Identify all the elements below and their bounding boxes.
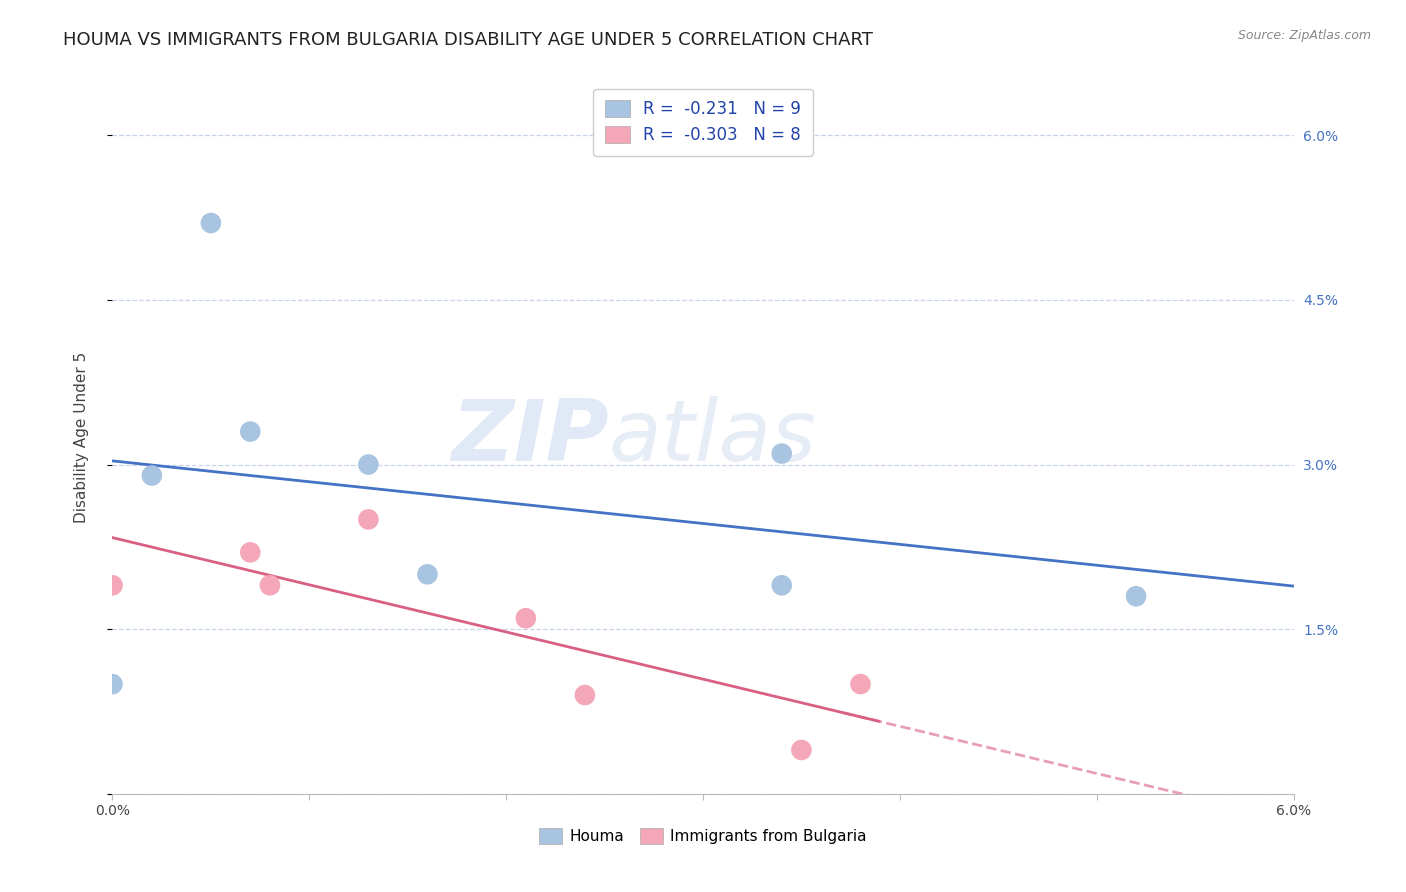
Point [770, 578, 793, 592]
Point [101, 578, 124, 592]
Point [574, 688, 596, 702]
Point [101, 677, 124, 691]
Point [239, 545, 262, 559]
Point [259, 578, 281, 592]
Text: atlas: atlas [609, 395, 817, 479]
Text: ZIP: ZIP [451, 395, 609, 479]
Point [141, 468, 163, 483]
Point [357, 458, 380, 472]
Point [1125, 589, 1147, 603]
Text: HOUMA VS IMMIGRANTS FROM BULGARIA DISABILITY AGE UNDER 5 CORRELATION CHART: HOUMA VS IMMIGRANTS FROM BULGARIA DISABI… [63, 31, 873, 49]
Point [770, 446, 793, 460]
Text: Source: ZipAtlas.com: Source: ZipAtlas.com [1237, 29, 1371, 42]
Point [416, 567, 439, 582]
Point [515, 611, 537, 625]
Point [357, 512, 380, 526]
Y-axis label: Disability Age Under 5: Disability Age Under 5 [75, 351, 89, 523]
Point [790, 743, 813, 757]
Point [239, 425, 262, 439]
Point [849, 677, 872, 691]
Point [200, 216, 222, 230]
Legend: Houma, Immigrants from Bulgaria: Houma, Immigrants from Bulgaria [533, 822, 873, 850]
